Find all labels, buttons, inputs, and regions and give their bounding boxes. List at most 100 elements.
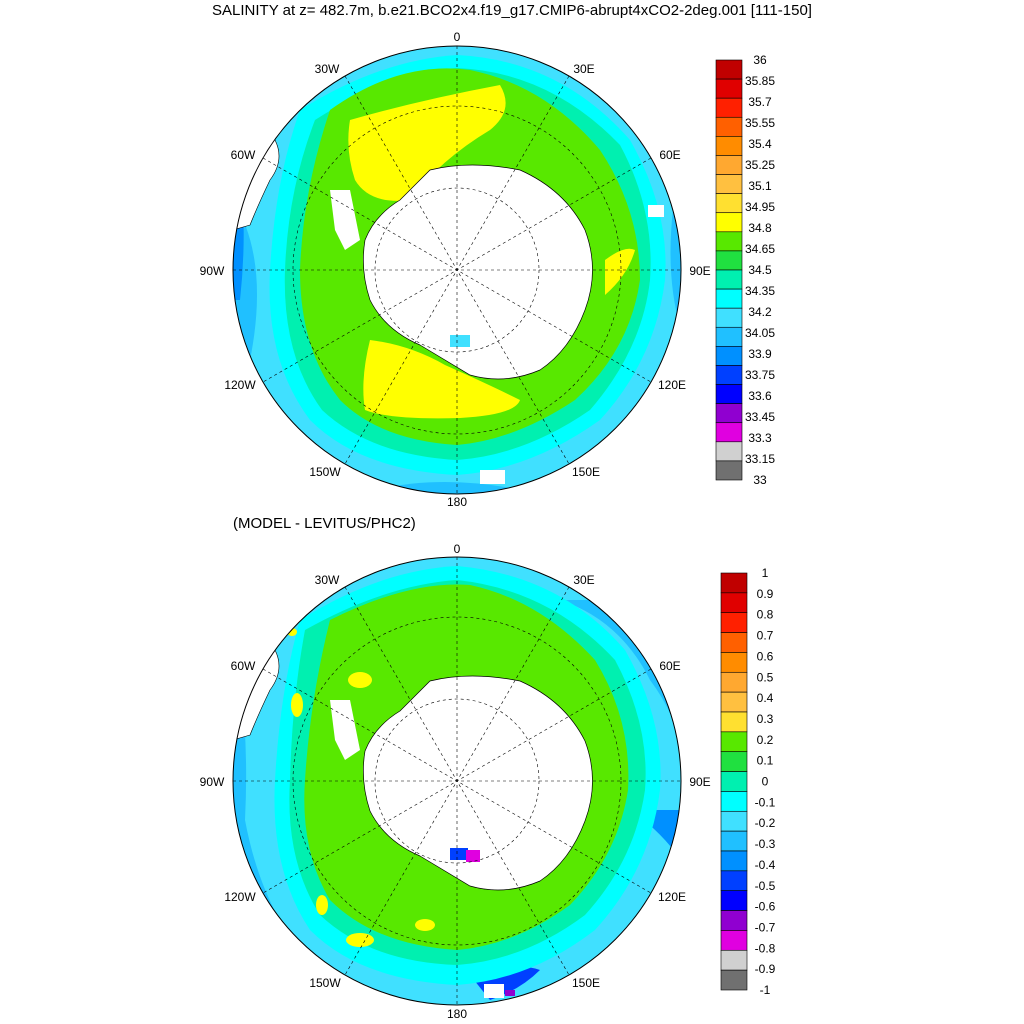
salinity-colorbar-tick-label: 34.95	[745, 200, 775, 214]
lon-label-0: 0	[454, 30, 461, 44]
salinity-map: 0 30E 60E 90E 120E 150E 180 150W 120W 90…	[200, 30, 711, 509]
lon-label-120e: 120E	[658, 890, 686, 904]
salinity-colorbar-swatch	[715, 250, 743, 271]
salinity-colorbar-swatch	[715, 269, 743, 290]
salinity-lon-labels: 0 30E 60E 90E 120E 150E 180 150W 120W 90…	[200, 30, 711, 509]
difference-map: 0 30E 60E 90E 120E 150E 180 150W 120W 90…	[200, 542, 711, 1021]
difference-colorbar-tick-label: -0.1	[755, 795, 776, 809]
difference-colorbar: 1 0.9 0.8 0.7 0.6 0.5 0.4 0.3 0.2 0.1 0 -0.1 -0.2 -0.…	[720, 566, 776, 997]
salinity-colorbar-tick-label: 34.8	[748, 221, 772, 235]
difference-colorbar-swatch	[720, 751, 748, 772]
lon-label-60w: 60W	[231, 659, 256, 673]
salinity-colorbar-tick-label: 35.25	[745, 158, 775, 172]
lon-label-180: 180	[447, 1007, 467, 1021]
difference-colorbar-swatch	[720, 850, 748, 872]
lon-label-30e: 30E	[573, 573, 594, 587]
difference-colorbar-tick-label: 0.4	[757, 691, 774, 705]
salinity-colorbar-swatch	[715, 193, 743, 214]
difference-colorbar-tick-label: 0.1	[757, 754, 774, 768]
difference-colorbar-tick-label: 0.3	[757, 712, 774, 726]
difference-lon-labels: 0 30E 60E 90E 120E 150E 180 150W 120W 90…	[200, 542, 711, 1021]
lon-label-30w: 30W	[315, 573, 340, 587]
salinity-colorbar-tick-label: 33.45	[745, 410, 775, 424]
difference-colorbar-tick-label: 1	[762, 566, 769, 580]
salinity-colorbar-tick-label: 34.65	[745, 242, 775, 256]
salinity-colorbar-tick-label: 35.4	[748, 137, 772, 151]
difference-graticule	[233, 557, 681, 1005]
lon-label-30w: 30W	[315, 62, 340, 76]
difference-colorbar-tick-label: 0.8	[757, 608, 774, 622]
lon-label-120w: 120W	[224, 378, 256, 392]
salinity-colorbar-tick-label: 34.05	[745, 326, 775, 340]
difference-colorbar-tick-label: -0.7	[755, 920, 776, 934]
salinity-colorbar-tick-label: 34.35	[745, 284, 775, 298]
difference-colorbar-tick-label: 0.9	[757, 587, 774, 601]
salinity-colorbar-tick-label: 34.5	[748, 263, 772, 277]
difference-colorbar-tick-label: -1	[760, 983, 771, 997]
salinity-colorbar-tick-label: 34.2	[748, 305, 772, 319]
difference-colorbar-swatch	[720, 612, 748, 633]
lon-label-180: 180	[447, 495, 467, 509]
lon-label-150w: 150W	[309, 976, 341, 990]
lon-label-90e: 90E	[689, 775, 710, 789]
salinity-colorbar-tick-label: 33.3	[748, 431, 772, 445]
difference-colorbar-swatch	[720, 731, 748, 753]
difference-map-border	[232, 556, 682, 1006]
difference-colorbar-tick-label: -0.4	[755, 858, 776, 872]
lon-label-0: 0	[454, 542, 461, 556]
lon-label-120w: 120W	[224, 890, 256, 904]
difference-colorbar-swatch	[720, 671, 748, 693]
difference-colorbar-tick-label: -0.9	[755, 962, 776, 976]
difference-colorbar-swatch	[720, 810, 748, 832]
salinity-colorbar-tick-label: 35.55	[745, 116, 775, 130]
difference-colorbar-swatch	[720, 969, 748, 991]
salinity-colorbar-swatch	[715, 346, 743, 366]
difference-colorbar-swatch	[720, 771, 748, 792]
salinity-colorbar-swatch	[715, 231, 743, 252]
salinity-colorbar-tick-label: 33.75	[745, 368, 775, 382]
salinity-colorbar-swatch	[715, 212, 743, 233]
lon-label-90w: 90W	[200, 775, 225, 789]
difference-colorbar-tick-label: 0.5	[757, 670, 774, 684]
difference-colorbar-tick-label: 0.6	[757, 649, 774, 663]
difference-subtitle: (MODEL - LEVITUS/PHC2)	[233, 515, 416, 532]
difference-colorbar-swatch	[720, 870, 748, 892]
salinity-colorbar-swatch	[715, 441, 743, 462]
difference-colorbar-tick-label: -0.3	[755, 837, 776, 851]
difference-colorbar-tick-label: -0.6	[755, 900, 776, 914]
lon-label-90e: 90E	[689, 264, 710, 278]
difference-colorbar-swatch	[720, 691, 748, 713]
salinity-colorbar-tick-label: 36	[753, 53, 767, 67]
salinity-graticule	[233, 46, 681, 494]
difference-colorbar-swatch	[720, 652, 748, 673]
salinity-colorbar-swatch	[715, 174, 743, 194]
difference-colorbar-tick-label: 0.7	[757, 629, 774, 643]
difference-colorbar-swatch	[720, 791, 748, 812]
salinity-colorbar-tick-label: 35.7	[748, 95, 772, 109]
salinity-colorbar: 36 35.85 35.7 35.55 35.4 35.25 35.1 34.95 34.8 34…	[715, 53, 775, 487]
salinity-colorbar-swatch	[715, 365, 743, 385]
difference-colorbar-swatch	[720, 890, 748, 911]
salinity-colorbar-tick-label: 33.15	[745, 452, 775, 466]
salinity-map-border	[232, 45, 682, 495]
difference-colorbar-swatch	[720, 632, 748, 653]
salinity-colorbar-swatch	[715, 326, 743, 347]
salinity-colorbar-swatch	[715, 384, 743, 404]
salinity-colorbar-tick-label: 33.9	[748, 347, 772, 361]
salinity-colorbar-swatch	[715, 460, 743, 481]
salinity-colorbar-swatch	[715, 59, 743, 80]
salinity-colorbar-swatch	[715, 307, 743, 328]
difference-colorbar-swatch	[720, 592, 748, 614]
salinity-colorbar-swatch	[715, 403, 743, 424]
lon-label-150e: 150E	[572, 465, 600, 479]
salinity-colorbar-swatch	[715, 78, 743, 99]
difference-colorbar-tick-label: 0.2	[757, 733, 774, 747]
salinity-colorbar-swatch	[715, 136, 743, 156]
salinity-colorbar-swatch	[715, 288, 743, 309]
salinity-colorbar-swatch	[715, 97, 743, 118]
difference-colorbar-swatch	[720, 830, 748, 852]
lon-label-60w: 60W	[231, 148, 256, 162]
difference-colorbar-tick-label: 0	[762, 775, 769, 789]
lon-label-150w: 150W	[309, 465, 341, 479]
lon-label-120e: 120E	[658, 378, 686, 392]
